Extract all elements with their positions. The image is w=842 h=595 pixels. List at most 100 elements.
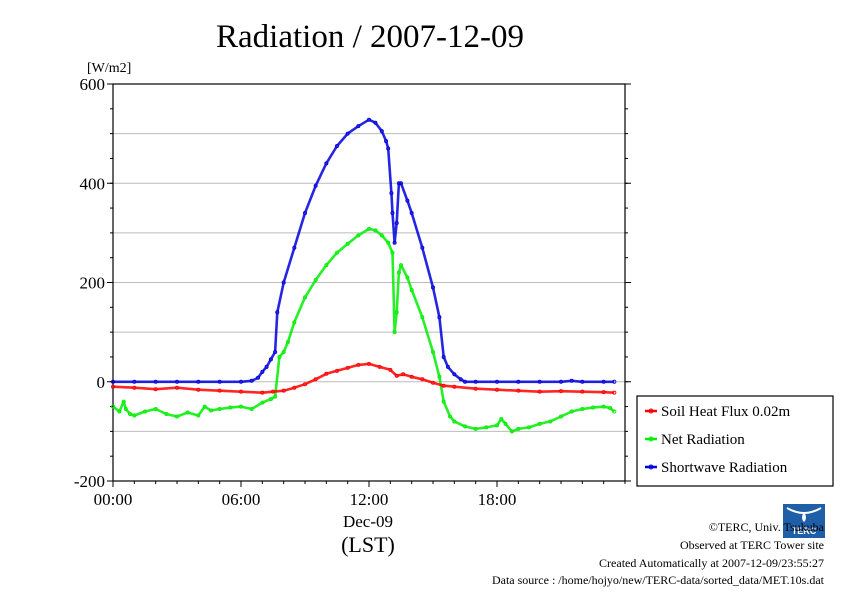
data-point <box>202 404 207 409</box>
data-point <box>509 429 514 434</box>
data-point <box>537 421 542 426</box>
legend-label: Net Radiation <box>661 432 745 448</box>
data-point <box>462 424 467 429</box>
data-point <box>548 419 553 424</box>
data-point <box>275 310 280 315</box>
data-point <box>356 362 361 367</box>
data-point <box>260 400 265 405</box>
data-point <box>430 380 435 385</box>
data-point <box>281 388 286 393</box>
data-point <box>452 372 457 377</box>
data-point <box>379 129 384 134</box>
data-point <box>174 379 179 384</box>
data-point <box>420 245 425 250</box>
data-point <box>174 414 179 419</box>
data-point <box>123 407 128 412</box>
data-point <box>313 377 318 382</box>
data-point <box>260 369 265 374</box>
data-point <box>302 295 307 300</box>
data-point <box>516 379 521 384</box>
data-point <box>302 382 307 387</box>
data-point <box>366 361 371 366</box>
data-point <box>196 379 201 384</box>
data-point <box>334 250 339 255</box>
data-point <box>462 379 467 384</box>
data-point <box>277 354 282 359</box>
data-point <box>420 377 425 382</box>
data-point <box>396 270 401 275</box>
data-point <box>441 399 446 404</box>
legend: Soil Heat Flux 0.02m Net Radiation Shortwa… <box>636 395 834 487</box>
data-point <box>437 374 442 379</box>
data-point <box>324 161 329 166</box>
data-point <box>420 315 425 320</box>
chart-title: Radiation / 2007-12-09 <box>216 19 524 55</box>
terc-logo: TERC <box>783 504 825 538</box>
data-point <box>612 390 617 395</box>
data-point <box>601 390 606 395</box>
data-point <box>270 389 275 394</box>
data-point <box>334 144 339 149</box>
legend-marker <box>648 464 654 470</box>
data-point <box>392 330 397 335</box>
data-point <box>292 245 297 250</box>
data-point <box>256 375 261 380</box>
data-point <box>128 412 133 417</box>
data-point <box>537 379 542 384</box>
data-point <box>612 409 617 414</box>
data-point <box>390 211 395 216</box>
data-point <box>345 365 350 370</box>
data-point <box>608 406 613 411</box>
data-point <box>366 117 371 122</box>
x-tick-label: 06:00 <box>222 490 261 509</box>
data-point <box>401 372 406 377</box>
data-point <box>409 211 414 216</box>
data-point <box>345 131 350 136</box>
footer-site: Observed at TERC Tower site <box>679 538 824 552</box>
data-point <box>452 419 457 424</box>
data-point <box>238 404 243 409</box>
data-point <box>516 426 521 431</box>
data-point <box>499 416 504 421</box>
legend-marker <box>648 436 654 442</box>
data-point <box>494 379 499 384</box>
data-point <box>580 379 585 384</box>
data-point <box>394 220 399 225</box>
data-point <box>601 379 606 384</box>
y-tick-label: 0 <box>97 373 106 392</box>
data-point <box>174 385 179 390</box>
data-point <box>559 379 564 384</box>
data-point <box>392 240 397 245</box>
data-point <box>196 387 201 392</box>
data-point <box>292 385 297 390</box>
data-point <box>292 320 297 325</box>
data-point <box>238 389 243 394</box>
data-point <box>268 357 273 362</box>
x-tick-label: 00:00 <box>94 490 133 509</box>
y-tick-label: 400 <box>80 174 106 193</box>
y-tick-label: -200 <box>74 472 105 491</box>
series-line-shortwave-radiation <box>113 118 615 384</box>
data-point <box>569 378 574 383</box>
data-point <box>196 413 201 418</box>
data-point <box>441 354 446 359</box>
footer-source: Data source : /home/hojyo/new/TERC-data/… <box>491 573 824 587</box>
data-point <box>390 250 395 255</box>
data-series <box>111 117 617 434</box>
data-point <box>409 374 414 379</box>
data-point <box>405 198 410 203</box>
data-point <box>394 310 399 315</box>
data-point <box>273 394 278 399</box>
legend-label: Shortwave Radiation <box>661 460 788 476</box>
data-point <box>121 399 126 404</box>
data-point <box>132 385 137 390</box>
data-point <box>373 228 378 233</box>
data-point <box>324 263 329 268</box>
data-point <box>398 263 403 268</box>
data-point <box>111 379 116 384</box>
data-point <box>409 287 414 292</box>
legend-box <box>636 395 834 487</box>
data-point <box>111 404 116 409</box>
x-axis-unit-label: (LST) <box>341 532 395 557</box>
